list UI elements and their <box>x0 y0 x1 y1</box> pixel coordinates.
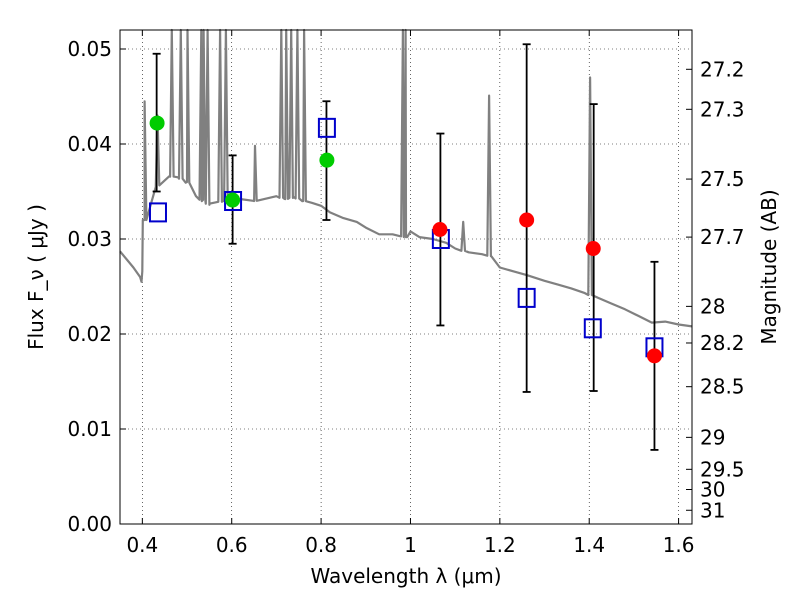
y-tick-label: 0.03 <box>67 227 112 251</box>
x-tick-label: 0.4 <box>126 533 158 557</box>
photometry-point <box>646 348 662 364</box>
model-square-point <box>317 117 336 138</box>
model-square-point <box>148 202 167 223</box>
photometry-point <box>225 192 241 208</box>
right-tick-label: 30 <box>700 478 725 502</box>
axis-ticks: 0.4 0.6 0.8 1 1.2 1.4 1.6 0.00 0.01 0.02 0.03 0.04 0… <box>67 30 745 557</box>
photometry-point <box>519 212 535 228</box>
right-tick-label: 27.2 <box>700 57 745 81</box>
spectrum-layer <box>119 28 693 328</box>
right-tick-label: 28.5 <box>700 375 745 399</box>
photometry-point <box>585 241 601 256</box>
y-tick-label: 0.04 <box>67 132 112 156</box>
x-axis-label: Wavelength λ (μm) <box>310 564 501 588</box>
right-axis-label: Magnitude (AB) <box>757 189 781 344</box>
right-tick-label: 27.3 <box>700 97 745 121</box>
x-tick-label: 1.4 <box>573 533 605 557</box>
model-square-point <box>224 191 243 211</box>
markers <box>148 115 664 364</box>
x-tick-label: 1 <box>404 533 417 557</box>
right-tick-label: 27.7 <box>700 225 745 249</box>
right-tick-label: 28 <box>700 294 725 318</box>
right-tick-label: 29.5 <box>700 457 745 481</box>
right-tick-label: 29 <box>700 425 725 449</box>
x-tick-label: 1.2 <box>484 533 516 557</box>
y-tick-label: 0.05 <box>67 37 112 61</box>
photometry-point <box>319 152 335 168</box>
x-tick-label: 0.8 <box>305 533 337 557</box>
model-square-point <box>583 318 602 339</box>
model-square-point <box>517 287 536 308</box>
y-axis-label: Flux F_ν ( μJy ) <box>24 204 48 350</box>
right-tick-label: 27.5 <box>700 167 745 191</box>
plot-frame <box>119 29 693 525</box>
right-tick-label: 28.2 <box>700 331 745 355</box>
x-tick-label: 0.6 <box>216 533 248 557</box>
photometry-point <box>149 115 165 131</box>
photometry-point <box>432 222 448 237</box>
y-tick-label: 0.01 <box>67 417 112 441</box>
y-tick-label: 0.02 <box>67 322 112 346</box>
y-tick-label: 0.00 <box>67 512 112 536</box>
spectrum-line <box>119 28 693 328</box>
x-tick-label: 1.6 <box>663 533 695 557</box>
right-tick-label: 31 <box>700 498 725 522</box>
